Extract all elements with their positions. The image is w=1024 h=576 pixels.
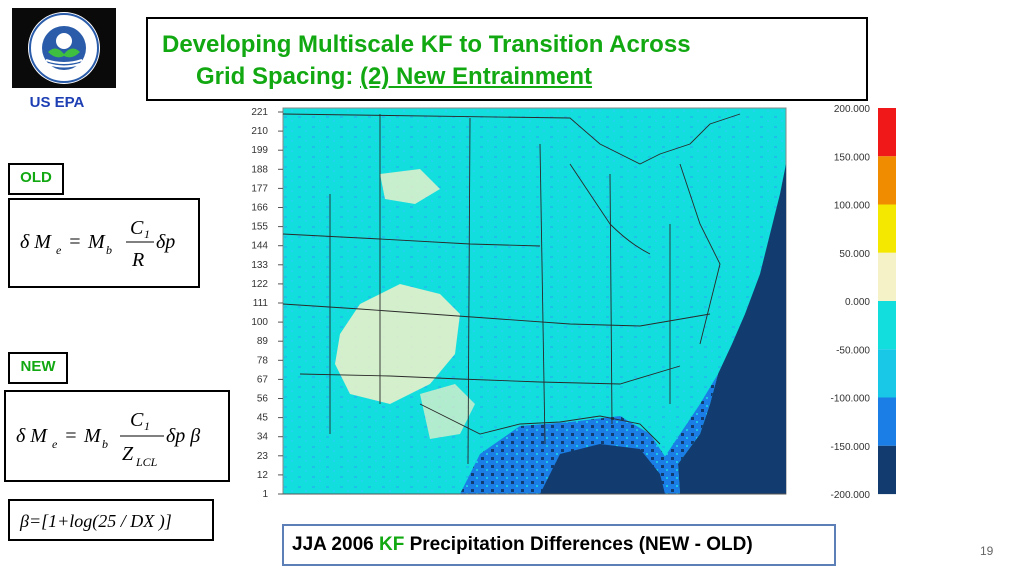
- y-tick-label: 34: [257, 432, 269, 443]
- colorbar: 200.000 150.000 100.000 50.000 0.000 -50.000 -…: [806, 104, 896, 501]
- y-tick-label: 67: [257, 374, 269, 385]
- colorbar-segment: [878, 156, 896, 205]
- caption-kf: KF: [378, 534, 405, 555]
- eq-new-denominator-sub: LCL: [135, 455, 158, 469]
- beta-equation: β=[1+log(25 / DX )]: [19, 511, 172, 532]
- title-line-2-prefix: Grid Spacing:: [196, 63, 361, 90]
- caption-suffix: Precipitation Differences (NEW - OLD): [404, 534, 753, 555]
- title-underlined-text: (2) New Entrainment: [360, 63, 593, 90]
- new-equation: δ M e = M b C 1 Z LCL δp β: [16, 409, 200, 469]
- colorbar-label: -50.000: [836, 345, 870, 356]
- figure-caption: JJA 2006 KF Precipitation Differences (N…: [292, 534, 753, 556]
- old-equation-box: δ M e = M b C 1 R δp: [8, 198, 200, 288]
- eq-old-mb-sub: b: [106, 243, 112, 257]
- old-label: OLD: [8, 163, 64, 195]
- eq-new-lhs-sub: e: [52, 437, 58, 451]
- new-equation-box: δ M e = M b C 1 Z LCL δp β: [4, 390, 230, 482]
- y-tick-label: 144: [251, 241, 268, 252]
- y-tick-label: 78: [257, 355, 269, 366]
- eq-old-numerator-sub: 1: [144, 227, 150, 241]
- caption-box: JJA 2006 KF Precipitation Differences (N…: [282, 524, 836, 566]
- colorbar-label: -200.000: [831, 490, 871, 501]
- eq-old-tail: δp: [156, 231, 175, 253]
- y-tick-label: 221: [251, 107, 268, 118]
- title-box: Developing Multiscale KF to Transition A…: [146, 17, 868, 101]
- precipitation-map: 221 210 199 188 177 166 155 144 133 122 111 100 89 78…: [251, 107, 787, 500]
- texas-cream-patch: [420, 384, 475, 439]
- caption-prefix: JJA 2006: [292, 534, 379, 555]
- y-tick-label: 155: [251, 222, 268, 233]
- logo-caption: US EPA: [29, 94, 85, 111]
- colorbar-segment: [878, 445, 896, 495]
- colorbar-label: -100.000: [831, 394, 871, 405]
- eq-new-numerator: C: [130, 409, 144, 431]
- eq-old-equals: =: [68, 231, 82, 253]
- map-y-axis: 221 210 199 188 177 166 155 144 133 122 111 100 89 78…: [251, 107, 283, 500]
- colorbar-segment: [878, 349, 896, 398]
- y-tick-label: 122: [251, 279, 268, 290]
- colorbar-label: 50.000: [839, 249, 870, 260]
- eq-new-mb-sub: b: [102, 437, 108, 451]
- y-tick-label: 45: [257, 413, 269, 424]
- eq-new-mb: M: [83, 425, 102, 447]
- title-line-1: Developing Multiscale KF to Transition A…: [162, 31, 691, 58]
- precipitation-map-panel: 221 210 199 188 177 166 155 144 133 122 111 100 89 78…: [240, 104, 800, 502]
- eq-old-lhs-sub: e: [56, 243, 62, 257]
- state-boundaries: [282, 113, 741, 465]
- y-tick-label: 188: [251, 164, 268, 175]
- colorbar-label: 100.000: [834, 201, 871, 212]
- north-cream-patch: [380, 169, 440, 204]
- colorbar-label: -150.000: [831, 442, 871, 453]
- eq-old-numerator: C: [130, 217, 144, 239]
- y-tick-label: 12: [257, 470, 269, 481]
- gulf-core: [540, 444, 665, 494]
- eq-new-lhs: δ M: [16, 425, 48, 447]
- old-equation: δ M e = M b C 1 R δp: [20, 217, 175, 271]
- colorbar-segment: [878, 204, 896, 253]
- colorbar-segment: [878, 108, 896, 157]
- eq-old-lhs: δ M: [20, 231, 52, 253]
- eq-new-numerator-sub: 1: [144, 419, 150, 433]
- new-label: NEW: [8, 352, 68, 384]
- colorbar-label: 0.000: [845, 297, 870, 308]
- beta-equation-text: β=[1+log(25 / DX )]: [19, 511, 172, 532]
- eq-new-tail: δp β: [166, 425, 200, 447]
- beta-equation-box: β=[1+log(25 / DX )]: [8, 499, 214, 541]
- colorbar-label: 150.000: [834, 152, 871, 163]
- y-tick-label: 177: [251, 183, 268, 194]
- colorbar-panel: 200.000 150.000 100.000 50.000 0.000 -50.000 -…: [806, 104, 940, 504]
- y-tick-label: 166: [251, 203, 268, 214]
- y-tick-label: 199: [251, 145, 268, 156]
- y-tick-label: 1: [262, 489, 268, 500]
- colorbar-segment: [878, 301, 896, 350]
- epa-seal-icon: [28, 12, 100, 84]
- y-tick-label: 23: [257, 451, 269, 462]
- colorbar-segment: [878, 252, 896, 302]
- y-tick-label: 210: [251, 126, 268, 137]
- title-line-2: Grid Spacing: (2) New Entrainment: [196, 63, 592, 91]
- eq-old-mb: M: [87, 231, 106, 253]
- y-tick-label: 111: [253, 298, 269, 309]
- colorbar-segment: [878, 397, 896, 446]
- atlantic-region: [678, 108, 786, 494]
- y-tick-label: 100: [251, 317, 268, 328]
- eq-new-equals: =: [64, 425, 78, 447]
- slide-number: 19: [980, 544, 994, 558]
- epa-logo: [12, 8, 116, 88]
- eq-new-denominator: Z: [122, 443, 134, 465]
- y-tick-label: 89: [257, 336, 269, 347]
- colorbar-label: 200.000: [834, 104, 871, 115]
- y-tick-label: 56: [257, 394, 269, 405]
- eq-old-denominator: R: [131, 249, 144, 271]
- y-tick-label: 133: [251, 260, 268, 271]
